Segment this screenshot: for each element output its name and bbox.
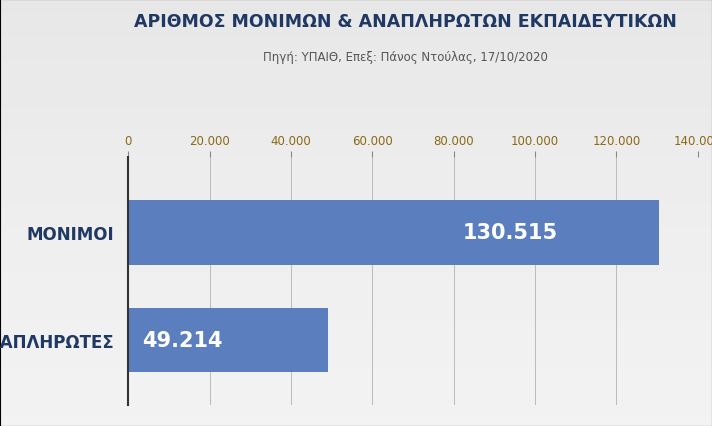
Text: 49.214: 49.214 [142,330,222,350]
Bar [128,201,659,265]
Text: 130.515: 130.515 [463,223,558,243]
Bar [128,308,328,372]
Text: Πηγή: ΥΠΑΙΘ, Επεξ: Πάνος Ντούλας, 17/10/2020: Πηγή: ΥΠΑΙΘ, Επεξ: Πάνος Ντούλας, 17/10/… [263,51,548,64]
Text: ΑΡΙΘΜΟΣ ΜΟΝΙΜΩΝ & ΑΝΑΠΛΗΡΩΤΩΝ ΕΚΠΑΙΔΕΥΤΙΚΩΝ: ΑΡΙΘΜΟΣ ΜΟΝΙΜΩΝ & ΑΝΑΠΛΗΡΩΤΩΝ ΕΚΠΑΙΔΕΥΤΙ… [135,13,677,31]
